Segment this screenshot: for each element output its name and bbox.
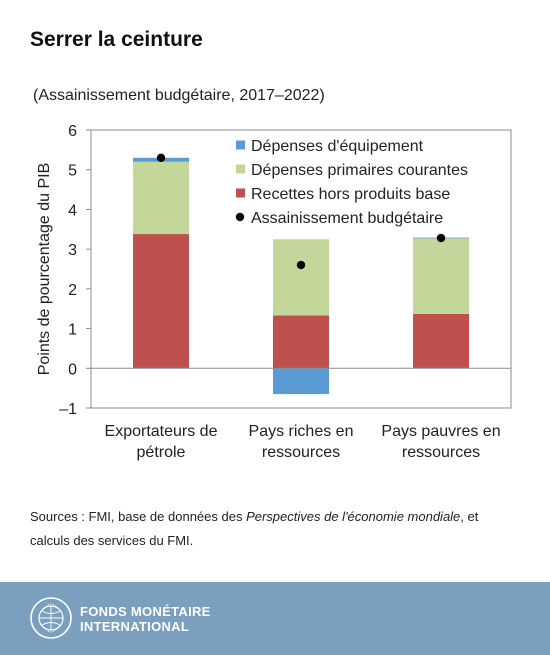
consolidation-marker: [436, 233, 446, 243]
bar-revenue: [413, 313, 469, 369]
y-tick-label: 1: [68, 322, 77, 339]
y-tick-label: 4: [68, 202, 77, 219]
legend-swatch-revenue: [236, 188, 245, 198]
y-tick-label: 6: [68, 123, 77, 140]
chart-subtitle: (Assainissement budgétaire, 2017–2022): [33, 87, 325, 104]
imf-seal-logo: [30, 597, 72, 639]
plot-frame: [90, 129, 512, 409]
legend-swatch-primary: [236, 164, 245, 174]
imf-name-line1: FONDS MONÉTAIRE: [80, 604, 211, 619]
legend-swatch-capital: [236, 140, 245, 150]
bar-primary: [413, 238, 469, 314]
source-note: Sources : FMI, base de données des Persp…: [30, 505, 520, 553]
legend-label: Dépenses d'équipement: [251, 138, 424, 155]
x-tick-label: Pays pauvres en ressources: [381, 423, 500, 461]
bar-primary: [133, 161, 189, 235]
y-tick-label: 2: [68, 282, 77, 299]
legend-label: Recettes hors produits base: [251, 186, 450, 203]
y-tick-label: –1: [59, 401, 77, 418]
bar-revenue: [273, 315, 329, 369]
legend-swatch-consolidation: [235, 212, 245, 222]
imf-footer: FONDS MONÉTAIRE INTERNATIONAL: [0, 582, 550, 655]
chart-title: Serrer la ceinture: [30, 28, 203, 51]
legend-label: Assainissement budgétaire: [251, 210, 443, 227]
y-axis-label: Points de pourcentage du PIB: [36, 163, 53, 376]
stacked-bar-chart: –1 0 1 2 3 4 5 6 Points de pourcentage du PIB Exp…: [36, 123, 512, 461]
consolidation-marker: [156, 153, 166, 162]
y-tick-label: 0: [68, 361, 77, 378]
bar-capital: [273, 368, 329, 395]
x-tick-label: Exportateurs de pétrole: [105, 423, 218, 461]
legend-label: Dépenses primaires courantes: [251, 162, 468, 179]
imf-name: FONDS MONÉTAIRE INTERNATIONAL: [80, 604, 211, 634]
consolidation-marker: [296, 260, 306, 270]
source-publication: Perspectives de l'économie mondiale: [246, 509, 461, 524]
x-tick-label: Pays riches en ressources: [249, 423, 354, 461]
bar-primary: [273, 239, 329, 316]
imf-name-line2: INTERNATIONAL: [80, 619, 190, 634]
bar-revenue: [133, 234, 189, 369]
y-tick-label: 3: [68, 242, 77, 259]
source-prefix: Sources : FMI, base de données des: [30, 509, 247, 524]
y-tick-label: 5: [68, 163, 77, 180]
source-suffix: , et calculs des services du FMI.: [30, 509, 479, 548]
